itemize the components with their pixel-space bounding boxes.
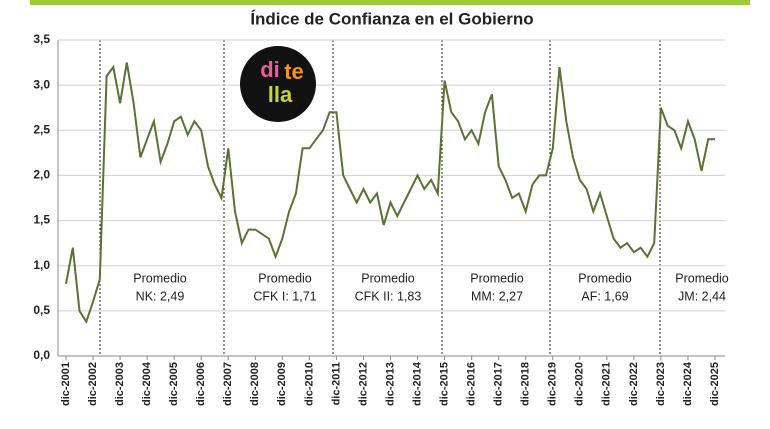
x-tick-label: dic-2016	[466, 362, 478, 406]
x-tick-label: dic-2019	[547, 362, 559, 406]
x-tick-label: dic-2017	[493, 362, 505, 406]
logo-text: di	[260, 57, 280, 82]
x-tick-label: dic-2014	[411, 361, 423, 406]
logo: di te lla	[240, 46, 316, 122]
annotation: NK: 2,49	[136, 289, 185, 303]
x-tick-label: dic-2012	[357, 362, 369, 406]
x-tick-label: dic-2009	[276, 362, 288, 406]
annotation: AF: 1,69	[581, 289, 628, 303]
x-tick-label: dic-2001	[60, 362, 72, 406]
x-tick-label: dic-2005	[168, 362, 180, 406]
top-bar	[30, 0, 750, 5]
x-tick-label: dic-2004	[141, 361, 153, 406]
y-tick-label: 0,0	[33, 348, 50, 362]
annotation: Promedio	[675, 271, 729, 285]
annotation: CFK II: 1,83	[355, 289, 422, 303]
y-tick-label: 3,0	[33, 77, 50, 91]
x-tick-label: dic-2015	[438, 362, 450, 406]
x-tick-label: dic-2025	[709, 362, 721, 406]
y-tick-label: 2,5	[33, 122, 50, 136]
logo-text: lla	[268, 82, 293, 107]
x-tick-label: dic-2022	[628, 362, 640, 406]
y-tick-label: 0,5	[33, 303, 50, 317]
x-tick-label: dic-2008	[249, 362, 261, 406]
x-tick-label: dic-2007	[222, 362, 234, 406]
x-tick-label: dic-2018	[520, 362, 532, 406]
x-tick-label: dic-2024	[682, 361, 694, 406]
y-tick-label: 1,5	[33, 213, 50, 227]
annotation: CFK I: 1,71	[253, 289, 316, 303]
x-tick-label: dic-2013	[384, 362, 396, 406]
annotation: Promedio	[470, 271, 524, 285]
annotation: JM: 2,44	[678, 289, 726, 303]
y-tick-label: 2,0	[33, 168, 50, 182]
annotation: Promedio	[578, 271, 632, 285]
annotation: Promedio	[361, 271, 415, 285]
x-tick-label: dic-2020	[574, 362, 586, 406]
x-tick-label: dic-2023	[655, 362, 667, 406]
y-tick-label: 3,5	[33, 32, 50, 46]
x-tick-label: dic-2002	[87, 362, 99, 406]
dividers	[99, 40, 661, 356]
annotation: MM: 2,27	[471, 289, 523, 303]
annotation: Promedio	[258, 271, 312, 285]
x-tick-label: dic-2021	[601, 362, 613, 406]
chart-title: Índice de Confianza en el Gobierno	[250, 9, 533, 28]
x-tick-label: dic-2010	[303, 362, 315, 406]
x-tick-label: dic-2006	[195, 362, 207, 406]
line-series	[65, 62, 715, 325]
logo-text: te	[284, 59, 304, 84]
y-tick-label: 1,0	[33, 258, 50, 272]
annotation: Promedio	[133, 271, 187, 285]
x-tick-label: dic-2003	[114, 362, 126, 406]
x-tick-label: dic-2011	[330, 362, 342, 405]
